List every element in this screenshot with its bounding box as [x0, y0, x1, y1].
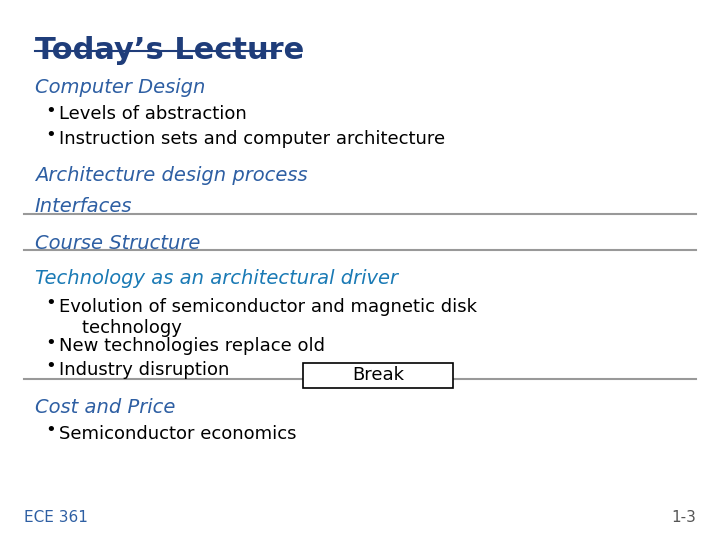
- Text: Cost and Price: Cost and Price: [35, 399, 175, 417]
- Text: •: •: [45, 334, 56, 352]
- Text: Break: Break: [352, 366, 404, 384]
- Text: Industry disruption: Industry disruption: [58, 361, 229, 379]
- Text: Today’s Lecture: Today’s Lecture: [35, 36, 304, 65]
- Text: Technology as an architectural driver: Technology as an architectural driver: [35, 269, 398, 288]
- Text: Semiconductor economics: Semiconductor economics: [58, 425, 296, 443]
- Text: Architecture design process: Architecture design process: [35, 166, 307, 185]
- Text: 1-3: 1-3: [671, 510, 696, 525]
- Text: Interfaces: Interfaces: [35, 197, 132, 217]
- Text: •: •: [45, 421, 56, 439]
- Text: •: •: [45, 102, 56, 120]
- Text: •: •: [45, 126, 56, 144]
- Text: •: •: [45, 357, 56, 375]
- Text: Course Structure: Course Structure: [35, 234, 200, 253]
- Text: Instruction sets and computer architecture: Instruction sets and computer architectu…: [58, 130, 445, 148]
- Text: Levels of abstraction: Levels of abstraction: [58, 105, 246, 124]
- Text: Evolution of semiconductor and magnetic disk
    technology: Evolution of semiconductor and magnetic …: [58, 298, 477, 336]
- FancyBboxPatch shape: [303, 363, 453, 388]
- Text: New technologies replace old: New technologies replace old: [58, 338, 325, 355]
- Text: Computer Design: Computer Design: [35, 78, 205, 97]
- Text: •: •: [45, 294, 56, 312]
- Text: ECE 361: ECE 361: [24, 510, 88, 525]
